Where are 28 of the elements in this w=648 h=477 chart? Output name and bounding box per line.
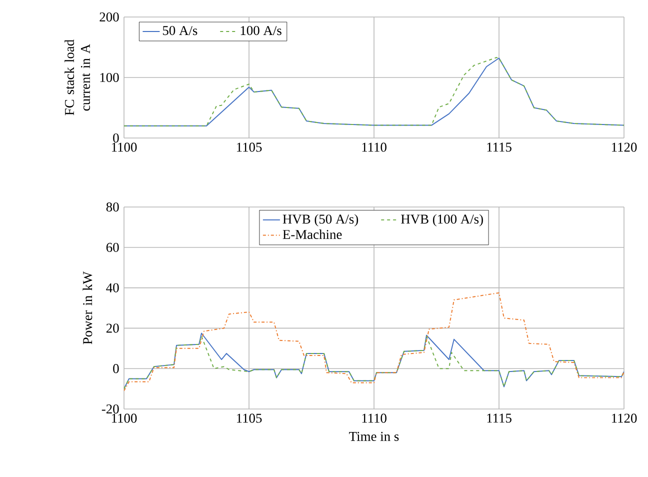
legend-label: 100 A/s [240, 26, 282, 36]
y-tick-label: 80 [106, 202, 119, 212]
x-tick-label: 1115 [487, 414, 512, 423]
x-axis-title: Time in s [349, 432, 399, 441]
x-tick-label: 1100 [112, 142, 137, 152]
x-tick-label: 1115 [487, 142, 512, 152]
legend-label: HVB (50 A/s) [282, 214, 358, 226]
x-tick-label: 1110 [362, 414, 386, 423]
y-tick-label: 200 [100, 12, 119, 22]
y-axis-title: Power in kW [82, 271, 92, 344]
y-tick-label: -20 [102, 404, 119, 414]
line-series [124, 292, 624, 392]
x-tick-label: 1110 [362, 142, 386, 152]
y-axis-title: FC stack load current in A [64, 40, 90, 116]
legend-label: E-Machine [282, 230, 342, 239]
y-tick-label: 40 [106, 283, 119, 292]
x-tick-label: 1105 [236, 414, 262, 423]
legend-label: 50 A/s [162, 26, 198, 36]
x-tick-label: 1120 [612, 414, 637, 423]
legend-label: HVB (100 A/s) [401, 214, 483, 226]
x-tick-label: 1100 [112, 414, 137, 423]
y-tick-label: 20 [106, 324, 119, 333]
y-tick-label: 0 [113, 133, 119, 143]
y-tick-label: 60 [106, 242, 119, 252]
y-tick-label: 100 [100, 72, 119, 82]
x-tick-label: 1105 [236, 142, 262, 152]
x-tick-label: 1120 [612, 142, 637, 152]
y-tick-label: 0 [113, 364, 119, 374]
